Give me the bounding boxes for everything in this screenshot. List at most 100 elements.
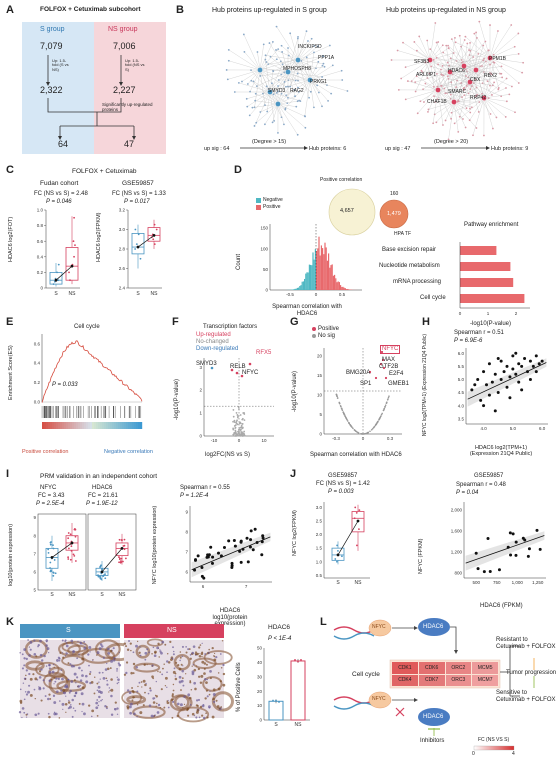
s-point bbox=[135, 243, 138, 246]
cell-nucleus bbox=[172, 683, 175, 686]
cell-nucleus bbox=[79, 679, 83, 682]
cell-nucleus bbox=[152, 677, 155, 680]
network-node bbox=[250, 79, 253, 82]
scatter-point bbox=[487, 393, 491, 397]
network-node bbox=[469, 111, 472, 114]
histogram-bar bbox=[331, 264, 333, 290]
panel-g-legend-nosig-swatch bbox=[312, 334, 316, 338]
network-node bbox=[463, 94, 466, 97]
histogram-bar bbox=[295, 288, 297, 290]
volcano-point bbox=[338, 401, 341, 404]
network-edge bbox=[287, 38, 299, 73]
network-node bbox=[404, 66, 407, 69]
cell-nucleus bbox=[178, 680, 182, 684]
cell-nucleus bbox=[70, 639, 74, 643]
tick-label: 2.0 bbox=[316, 532, 323, 537]
volcano-point bbox=[353, 429, 356, 431]
network-edge bbox=[287, 79, 311, 87]
cell-nucleus bbox=[157, 642, 160, 646]
volcano-point bbox=[381, 412, 383, 415]
network-node bbox=[340, 69, 343, 72]
hdac6-oval-bottom bbox=[418, 708, 450, 726]
network-node bbox=[463, 86, 466, 89]
cell-nucleus bbox=[99, 678, 101, 680]
network-edge bbox=[463, 43, 468, 67]
panel-k-ns-label: NS bbox=[167, 627, 177, 634]
panel-j-p: P = 0.003 bbox=[328, 489, 354, 495]
cell-nucleus bbox=[195, 716, 198, 719]
cell-nucleus bbox=[182, 707, 184, 709]
cell-nucleus bbox=[57, 656, 61, 659]
network-edge bbox=[416, 76, 439, 91]
cell-nucleus bbox=[216, 705, 220, 708]
cell-nucleus bbox=[118, 681, 120, 683]
network-edge bbox=[268, 59, 299, 65]
network-edge bbox=[246, 91, 271, 99]
histogram-bar bbox=[328, 253, 330, 290]
network-edge bbox=[446, 45, 451, 73]
network-edge bbox=[469, 81, 493, 86]
network-edge bbox=[429, 45, 443, 61]
cell-nucleus bbox=[35, 655, 38, 658]
network-node bbox=[447, 138, 450, 141]
rank-gradient-cell bbox=[72, 422, 75, 429]
network-edge bbox=[259, 58, 299, 71]
cell-nucleus bbox=[198, 716, 201, 719]
cell-nucleus bbox=[204, 697, 207, 700]
network-node bbox=[277, 85, 279, 87]
s-point bbox=[49, 561, 52, 564]
ns-point bbox=[123, 544, 126, 547]
volcano-point bbox=[343, 412, 345, 415]
cell-nucleus bbox=[116, 682, 119, 685]
ns-point bbox=[122, 560, 124, 563]
panel-g-label-max: MAX bbox=[382, 357, 396, 363]
gland-structure bbox=[173, 653, 191, 671]
gland-structure bbox=[177, 706, 210, 723]
network-node bbox=[517, 32, 520, 35]
tick-label: 5 bbox=[319, 412, 322, 417]
network-edge bbox=[300, 79, 311, 102]
panel-g-letter: G bbox=[290, 316, 299, 328]
cell-nucleus bbox=[88, 664, 90, 667]
scatter-point bbox=[238, 549, 242, 553]
cell-nucleus bbox=[136, 640, 139, 643]
network-edge bbox=[276, 26, 299, 61]
network-node bbox=[305, 56, 308, 59]
network-node bbox=[500, 65, 503, 68]
network-edge bbox=[448, 101, 455, 140]
cell-nucleus bbox=[99, 691, 103, 695]
network-node bbox=[241, 80, 243, 83]
cell-nucleus bbox=[205, 663, 208, 666]
panel-j-sc-r: Spearman r = 0.48 bbox=[456, 482, 506, 488]
scatter-point bbox=[535, 528, 539, 532]
network-node bbox=[437, 41, 440, 43]
network-node bbox=[296, 100, 299, 103]
tick-label: 2 bbox=[515, 311, 518, 316]
network-edge bbox=[309, 70, 342, 81]
scatter-point bbox=[509, 553, 513, 557]
network-edge bbox=[463, 65, 467, 87]
network-node bbox=[424, 82, 427, 85]
cell-nucleus bbox=[132, 651, 135, 654]
cell-nucleus bbox=[220, 666, 223, 669]
cell-nucleus bbox=[81, 686, 85, 690]
panel-b-network-s bbox=[225, 25, 349, 136]
histogram-bar bbox=[296, 287, 298, 290]
cell-nucleus bbox=[189, 657, 192, 660]
network-node bbox=[468, 49, 470, 51]
cell-nucleus bbox=[205, 681, 208, 684]
panel-a-ns-rule: Up: 1.5-fold (NS vs S) bbox=[125, 58, 145, 72]
panel-e-gsea-plot: 0.60.40.20.0 bbox=[34, 334, 143, 429]
network-node bbox=[275, 58, 278, 61]
network-node bbox=[464, 35, 467, 38]
cell-nucleus bbox=[100, 699, 102, 702]
network-edge bbox=[489, 24, 512, 59]
scatter-point bbox=[260, 540, 264, 544]
network-edge bbox=[297, 31, 307, 61]
network-node bbox=[483, 134, 485, 137]
cell-nucleus bbox=[44, 695, 47, 698]
volcano-point bbox=[241, 434, 243, 437]
panel-l-legend-max: 4 bbox=[512, 751, 515, 757]
network-node bbox=[470, 106, 473, 109]
confidence-band bbox=[191, 532, 271, 578]
